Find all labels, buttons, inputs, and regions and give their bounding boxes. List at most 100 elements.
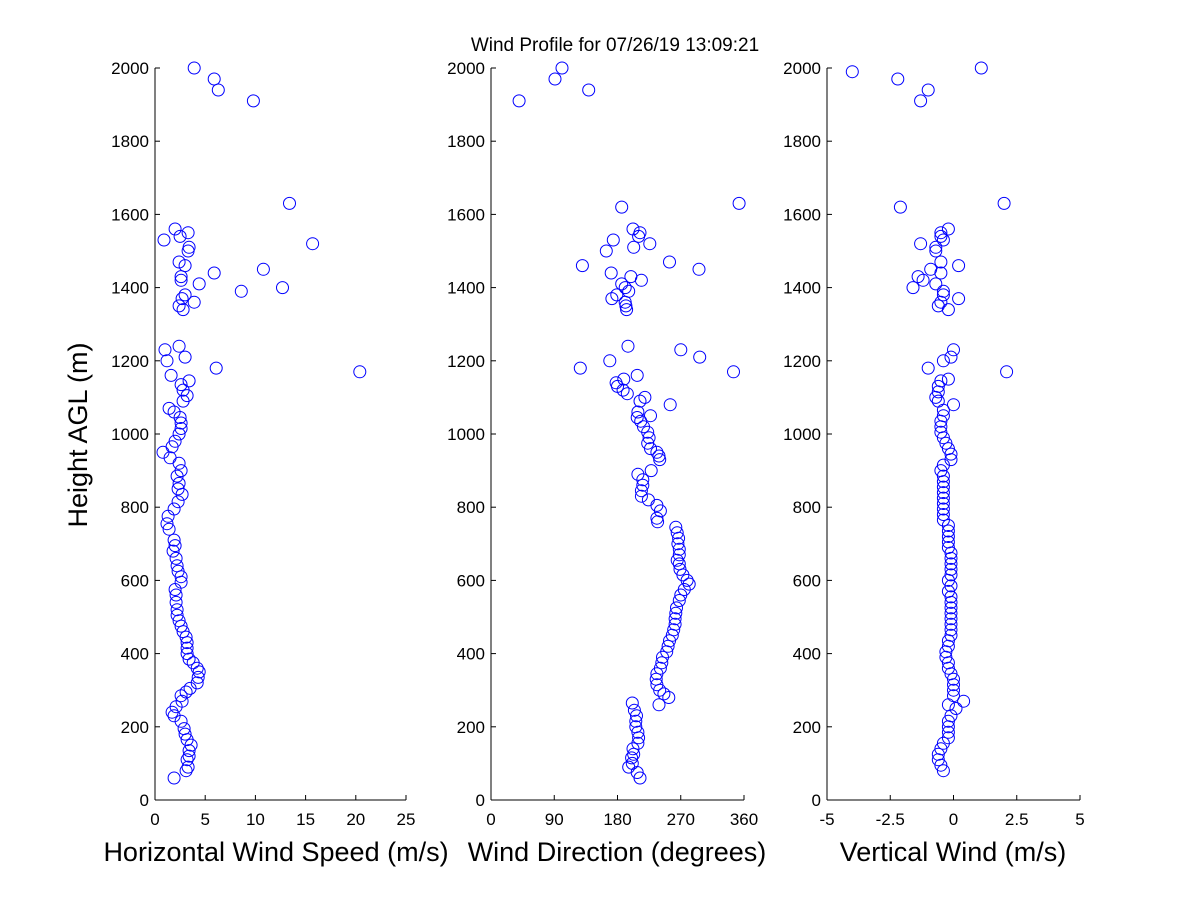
- data-point: [934, 742, 948, 756]
- data-point: [949, 702, 963, 715]
- data-point: [622, 284, 636, 298]
- data-point: [167, 709, 181, 723]
- data-point: [174, 378, 188, 392]
- data-point: [957, 694, 971, 708]
- data-point: [692, 262, 706, 276]
- data-point: [672, 548, 686, 562]
- data-point: [944, 568, 958, 582]
- data-point: [625, 696, 639, 710]
- data-points: [156, 61, 367, 785]
- data-point: [606, 233, 620, 247]
- data-point: [182, 240, 196, 254]
- data-point: [192, 277, 206, 291]
- data-point: [929, 277, 943, 291]
- data-point: [936, 233, 950, 247]
- data-point: [944, 557, 958, 571]
- y-tick-label: 600: [457, 571, 485, 590]
- data-point: [936, 284, 950, 298]
- data-point: [941, 725, 955, 739]
- data-point: [936, 480, 950, 494]
- data-point: [924, 262, 938, 276]
- horizontal-wind-speed-panel: 0 200 400 600 800 1000 1200 1400 1600 1800 2000 0 5 1…: [103, 59, 448, 867]
- x-tick-label: 25: [397, 810, 416, 829]
- data-point: [936, 502, 950, 516]
- data-point: [624, 270, 638, 284]
- data-point: [169, 551, 183, 565]
- data-point: [209, 361, 223, 375]
- data-point: [947, 689, 960, 703]
- data-point: [187, 61, 201, 75]
- data-point: [610, 288, 624, 302]
- data-point: [845, 65, 859, 79]
- data-point: [944, 350, 958, 364]
- data-point: [170, 608, 184, 622]
- data-point: [934, 226, 948, 240]
- data-point: [934, 295, 948, 309]
- data-point: [936, 354, 950, 368]
- data-point: [931, 394, 945, 408]
- data-point: [670, 526, 684, 540]
- data-point: [604, 266, 618, 280]
- data-point: [630, 411, 644, 424]
- data-point: [631, 736, 645, 750]
- data-point: [629, 714, 643, 728]
- y-tick-label: 200: [121, 718, 149, 737]
- data-point: [631, 405, 645, 419]
- data-point: [936, 764, 950, 778]
- data-point: [941, 541, 955, 554]
- data-point: [669, 606, 683, 620]
- data-point: [947, 672, 960, 686]
- x-tick-label: -5: [819, 810, 834, 829]
- data-point: [174, 464, 188, 478]
- data-point: [615, 277, 629, 291]
- data-point: [661, 639, 675, 653]
- data-point: [934, 425, 948, 439]
- y-tick-label: 1000: [447, 425, 485, 444]
- data-point: [160, 354, 174, 368]
- data-point: [669, 520, 683, 534]
- data-point: [207, 72, 221, 86]
- data-point: [181, 760, 195, 774]
- data-point: [936, 513, 950, 527]
- data-point: [649, 672, 663, 686]
- data-point: [174, 416, 188, 430]
- x-tick-label: 15: [296, 810, 315, 829]
- data-point: [641, 493, 655, 507]
- y-tick-label: 1400: [111, 279, 149, 298]
- data-point: [944, 601, 958, 615]
- y-tick-label: 800: [457, 498, 485, 517]
- data-point: [641, 436, 655, 450]
- data-point: [234, 284, 248, 298]
- data-point: [643, 237, 657, 251]
- data-point: [727, 365, 740, 379]
- data-point: [663, 255, 676, 269]
- data-point: [192, 665, 206, 679]
- data-point: [934, 374, 948, 388]
- x-tick-label: 5: [1075, 810, 1084, 829]
- data-point: [187, 295, 201, 309]
- data-point: [633, 226, 647, 240]
- data-point: [575, 259, 589, 273]
- data-point: [160, 517, 174, 531]
- data-points: [845, 61, 1014, 778]
- data-point: [693, 350, 707, 364]
- data-point: [626, 222, 640, 236]
- data-point: [929, 240, 943, 254]
- data-point: [947, 683, 960, 697]
- data-point: [555, 61, 569, 75]
- y-axis-label: Height AGL (m): [63, 342, 93, 527]
- y-tick-label: 1600: [783, 205, 821, 224]
- data-point: [171, 564, 185, 578]
- y-tick-label: 2000: [111, 59, 149, 78]
- data-point: [893, 200, 907, 214]
- x-axis-label: Vertical Wind (m/s): [840, 837, 1067, 867]
- data-point: [172, 614, 186, 628]
- data-point: [167, 771, 181, 785]
- data-point: [599, 244, 613, 258]
- y-tick-label: 0: [476, 791, 485, 810]
- data-point: [916, 273, 930, 287]
- data-point: [171, 495, 185, 509]
- y-tick-label: 2000: [447, 59, 485, 78]
- y-tick-label: 800: [121, 498, 149, 517]
